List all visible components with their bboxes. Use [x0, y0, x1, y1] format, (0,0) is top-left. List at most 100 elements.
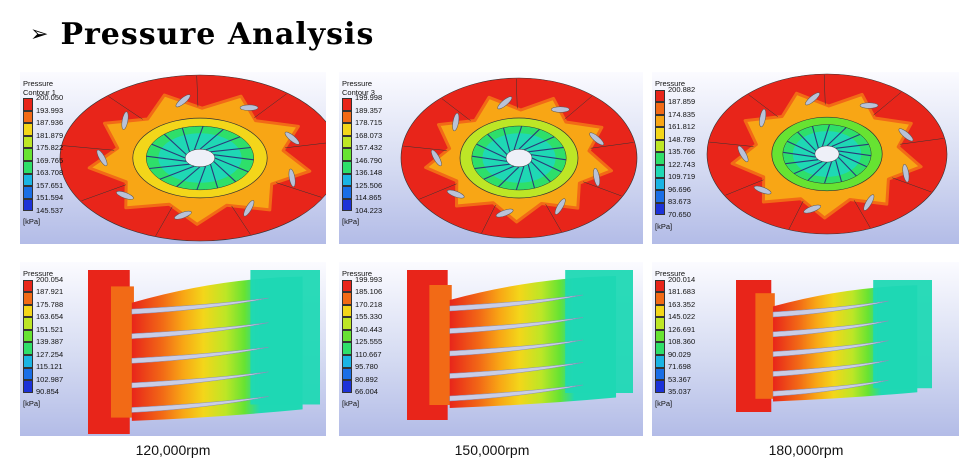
diffuser-vane [863, 194, 875, 211]
legend-swatch [655, 342, 665, 356]
inlet-manifold [429, 285, 452, 405]
casing-line [441, 98, 471, 121]
legend-title: Contour 3 [342, 87, 375, 97]
rotor-blade [213, 154, 254, 161]
legend-swatch [342, 367, 352, 381]
legend-swatch [342, 135, 352, 149]
casing-line [853, 200, 871, 228]
diffuser-vane [116, 190, 134, 200]
color-legend: Pressure Contour 1 200.050 193.993 187.936 18… [23, 79, 64, 227]
legend-swatch [342, 355, 352, 368]
legend-title: Pressure [342, 79, 373, 88]
legend-swatch [342, 380, 352, 393]
legend-swatch [342, 173, 352, 187]
passage-geometry [736, 280, 932, 412]
legend-value: 80.892 [355, 374, 378, 384]
legend-value: 104.223 [355, 205, 383, 215]
diffuser-vane [174, 210, 192, 220]
rotor-blade [793, 160, 823, 175]
passage-geometry [407, 270, 633, 420]
rotor-blade [196, 165, 207, 191]
legend-title: Pressure [342, 269, 373, 278]
legend-swatch [23, 342, 33, 356]
contour-panel-bottom-2: Pressure 199.993 185.106 170.218 155.330 140.… [339, 262, 643, 436]
rotor-blade [151, 143, 186, 159]
inlet-manifold [755, 293, 775, 399]
legend-value: 126.691 [668, 324, 696, 334]
blade [772, 340, 889, 357]
color-legend: Pressure 199.993 185.106 170.218 155.330 140.… [342, 269, 383, 408]
legend-title: Pressure [23, 269, 54, 278]
blade [449, 362, 583, 379]
legend-swatch [342, 110, 352, 124]
legend-value: 155.330 [355, 312, 383, 322]
legend-swatch [23, 148, 33, 161]
blade-passage-contour-plot [736, 280, 932, 412]
rotor-blade [214, 157, 249, 173]
legend-value: 174.835 [668, 109, 696, 119]
rotor-blade [476, 143, 507, 159]
legend-value: 53.367 [668, 374, 691, 384]
diffuser-vane [759, 108, 767, 128]
casing-line [873, 91, 902, 116]
diffuser-vane [859, 102, 879, 109]
legend-value: 187.921 [36, 287, 64, 297]
legend-value: 66.004 [355, 387, 378, 397]
blade [449, 294, 583, 312]
impeller-contour-plot [706, 73, 948, 235]
blade [131, 322, 269, 339]
legend-value: 169.765 [36, 155, 64, 165]
legend-value: 115.121 [36, 362, 63, 372]
outlet-block [565, 270, 633, 393]
legend-title: Contour 1 [23, 87, 56, 97]
legend-value: 187.936 [36, 118, 64, 128]
casing-line [583, 181, 622, 197]
diffuser-vane [452, 112, 460, 132]
color-legend: Pressure 200.054 187.921 175.788 163.654 151.… [23, 269, 64, 408]
legend-value: 110.667 [355, 349, 382, 359]
inlet-manifold [110, 286, 134, 418]
rotor-blade [199, 128, 224, 150]
rotor-blade [210, 146, 251, 153]
legend-swatch [342, 123, 352, 136]
casing-line [823, 74, 826, 105]
legend-swatch [342, 279, 352, 293]
legend-title: Pressure [23, 79, 54, 88]
rotor-blade [838, 153, 867, 168]
casing-line [196, 75, 199, 107]
rotor-blade [787, 140, 816, 155]
legend-swatch [342, 148, 352, 161]
legend-unit: [kPa] [655, 398, 673, 408]
legend-color-bar [23, 279, 33, 397]
blade [772, 379, 889, 397]
legend-value: 90.854 [36, 387, 59, 397]
legend-swatch [655, 380, 665, 393]
legend-swatch [23, 173, 33, 187]
slide-title: ➢ Pressure Analysis [30, 14, 374, 54]
casing-line [155, 206, 173, 236]
diffuser-vane [753, 185, 772, 195]
blade-passage-contour-plot [88, 270, 320, 434]
casing-line [748, 94, 778, 117]
casing-line [81, 184, 126, 201]
casing-line [725, 179, 764, 196]
legend-value: 187.859 [668, 97, 696, 107]
casing-line [590, 142, 634, 149]
legend-value: 161.812 [668, 122, 696, 132]
diffuser-vane [803, 204, 822, 214]
legend-color-bar [655, 89, 665, 220]
legend-swatch [655, 139, 665, 153]
legend-value: 181.879 [36, 130, 64, 140]
legend-swatch [342, 198, 352, 212]
legend-swatch [23, 110, 33, 124]
legend-swatch [23, 367, 33, 381]
hub [505, 148, 533, 168]
legend-swatch [23, 279, 33, 293]
legend-swatch [342, 98, 352, 111]
caption-180000rpm: 180,000rpm [768, 442, 844, 458]
diffuser-vane [593, 168, 601, 187]
legend-swatch [655, 304, 665, 318]
legend-swatch [342, 329, 352, 343]
impeller-contour-plot [59, 74, 326, 242]
rotor-blade [483, 165, 515, 180]
